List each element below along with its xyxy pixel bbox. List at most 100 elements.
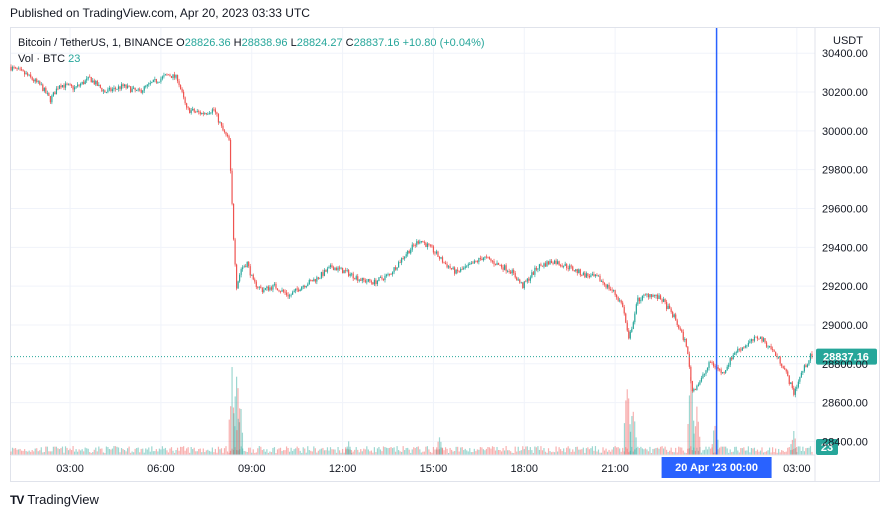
volume-bar — [75, 449, 77, 455]
volume-bar — [338, 450, 341, 455]
volume-spike-bar — [791, 439, 794, 455]
candle-body — [791, 382, 793, 388]
candle-body — [737, 348, 739, 353]
volume-bar — [254, 452, 256, 455]
candle-body — [290, 294, 292, 296]
volume-bar — [10, 451, 12, 455]
volume-bar — [352, 451, 354, 455]
candle-body — [649, 294, 651, 298]
volume-bar — [717, 449, 719, 455]
volume-spike-bar — [626, 389, 628, 455]
volume-bar — [172, 450, 174, 455]
volume-bar — [308, 450, 310, 455]
volume-bar — [299, 450, 301, 455]
candle-body — [634, 313, 636, 323]
candle-body — [628, 330, 630, 339]
volume-spike-bar — [234, 396, 236, 455]
candle-body — [431, 245, 433, 247]
candle-body — [143, 86, 145, 91]
volume-bar — [190, 447, 192, 455]
volume-bar — [472, 452, 474, 455]
volume-bar — [317, 450, 319, 455]
volume-bar — [694, 450, 696, 455]
candle-body — [60, 85, 62, 88]
candle-body — [385, 274, 388, 276]
time-tick-label: 15:00 — [420, 463, 448, 475]
candle-body — [264, 288, 266, 290]
candle-body — [139, 89, 141, 91]
candle-body — [502, 267, 504, 270]
candle-body — [104, 90, 106, 93]
candle-body — [496, 262, 498, 266]
volume-bar — [673, 452, 675, 455]
footer: TV TradingView — [10, 492, 99, 507]
candle-body — [614, 290, 616, 295]
volume-bar — [649, 446, 651, 455]
candle-body — [189, 108, 191, 113]
volume-bar — [408, 449, 410, 455]
volume-bar — [787, 447, 789, 455]
footer-brand[interactable]: TradingView — [27, 492, 99, 507]
candle-body — [622, 302, 624, 308]
volume-bar — [467, 451, 469, 455]
candle-body — [204, 113, 206, 114]
volume-bar — [611, 449, 613, 455]
candle-body — [593, 274, 595, 277]
volume-bar — [685, 452, 687, 455]
volume-bar — [632, 451, 634, 455]
candle-body — [295, 288, 297, 291]
candle-body — [493, 261, 495, 265]
volume-bar — [449, 447, 451, 455]
candle-body — [799, 376, 801, 382]
candle-body — [561, 265, 563, 267]
candle-body — [414, 245, 416, 247]
time-tick-label: 12:00 — [329, 463, 357, 475]
candle-body — [758, 338, 760, 340]
volume-bar — [765, 451, 768, 455]
volume-bar — [66, 447, 68, 455]
volume-bar — [257, 448, 259, 455]
volume-bar — [45, 446, 47, 455]
legend-symbol[interactable]: Bitcoin / TetherUS, 1, BINANCE — [18, 37, 174, 49]
volume-bar — [584, 452, 586, 455]
volume-bar — [709, 448, 712, 455]
volume-bar — [662, 448, 665, 455]
volume-spike-bar — [237, 388, 239, 455]
volume-bar — [726, 448, 728, 455]
candle-body — [354, 278, 356, 280]
volume-bar — [208, 450, 210, 455]
volume-bar — [81, 449, 83, 455]
candle-body — [39, 81, 41, 85]
volume-bar — [647, 451, 650, 455]
volume-bar — [22, 450, 24, 455]
volume-bar — [579, 449, 581, 455]
volume-bar — [520, 450, 522, 455]
volume-bar — [719, 447, 721, 455]
candle-body — [784, 367, 786, 370]
time-tick-label: 21:00 — [601, 463, 629, 475]
volume-bar — [779, 452, 781, 455]
volume-bar — [116, 446, 118, 455]
candle-body — [80, 83, 82, 86]
candle-body — [43, 87, 45, 91]
volume-bar — [750, 447, 753, 455]
candle-body — [251, 274, 253, 276]
legend-volume-label[interactable]: Vol · BTC — [18, 53, 66, 65]
volume-bar — [388, 447, 391, 455]
volume-bar — [219, 449, 221, 455]
overlays: 28837.16 23 20 Apr '23 00:00 — [11, 28, 877, 478]
volume-bar — [510, 451, 512, 455]
candle-body — [304, 285, 306, 288]
volume-bar — [164, 447, 167, 455]
candle-body — [223, 130, 226, 132]
volume-bar — [136, 447, 138, 455]
volume-bar — [550, 452, 553, 455]
volume-spike-bar — [629, 431, 632, 455]
candle-body — [36, 79, 38, 82]
volume-bar — [593, 450, 595, 455]
candle-body — [782, 366, 784, 368]
candle-body — [584, 272, 586, 278]
candle-body — [802, 371, 804, 373]
volume-bar — [690, 446, 692, 455]
